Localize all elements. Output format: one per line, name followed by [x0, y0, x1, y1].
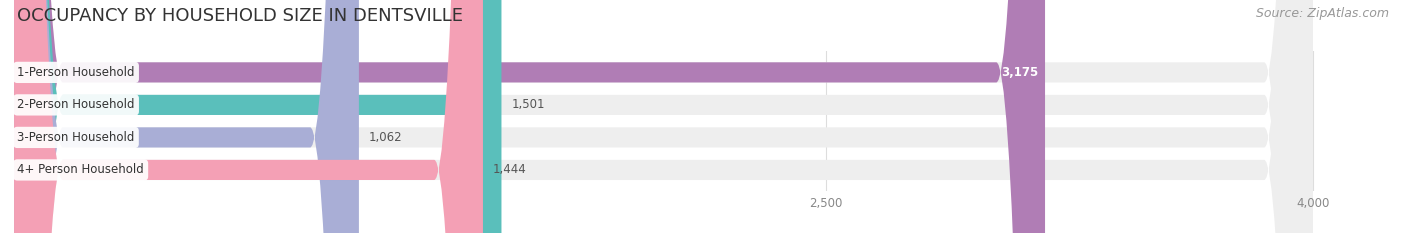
FancyBboxPatch shape	[14, 0, 1313, 233]
Text: 2-Person Household: 2-Person Household	[17, 98, 135, 111]
Text: 4+ Person Household: 4+ Person Household	[17, 163, 143, 176]
FancyBboxPatch shape	[14, 0, 1045, 233]
Text: OCCUPANCY BY HOUSEHOLD SIZE IN DENTSVILLE: OCCUPANCY BY HOUSEHOLD SIZE IN DENTSVILL…	[17, 7, 463, 25]
FancyBboxPatch shape	[14, 0, 1313, 233]
Text: 1-Person Household: 1-Person Household	[17, 66, 135, 79]
FancyBboxPatch shape	[14, 0, 502, 233]
Text: 3,175: 3,175	[1001, 66, 1039, 79]
Text: Source: ZipAtlas.com: Source: ZipAtlas.com	[1256, 7, 1389, 20]
FancyBboxPatch shape	[14, 0, 1313, 233]
FancyBboxPatch shape	[14, 0, 1313, 233]
FancyBboxPatch shape	[14, 0, 359, 233]
Text: 1,444: 1,444	[492, 163, 526, 176]
FancyBboxPatch shape	[14, 0, 482, 233]
Text: 1,062: 1,062	[368, 131, 402, 144]
Text: 3-Person Household: 3-Person Household	[17, 131, 135, 144]
Text: 1,501: 1,501	[512, 98, 544, 111]
